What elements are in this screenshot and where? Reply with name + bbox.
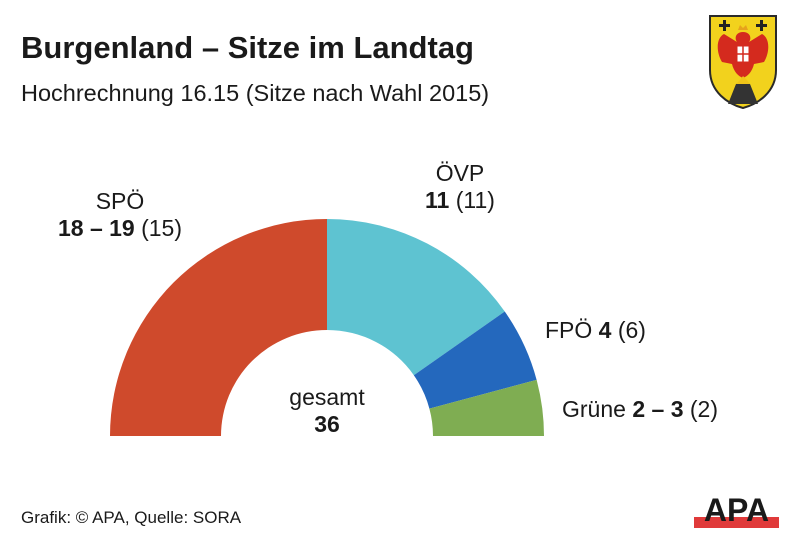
apa-logo: APA [694,493,779,528]
seats-value: 4 [598,317,612,343]
seats-value: 11 [425,187,450,213]
segment-sp [110,219,327,436]
label-fpo: FPÖ 4 (6) [545,317,646,344]
label-ovp: ÖVP 11 (11) [375,160,545,214]
party-name: ÖVP [435,160,485,186]
segment-grne [429,379,544,436]
party-name: Grüne [562,396,626,422]
seats-value: 2 – 3 [632,396,684,422]
seats-value: 18 – 19 [57,215,135,241]
total-label: gesamt 36 [252,384,402,438]
source-credit: Grafik: © APA, Quelle: SORA [21,508,242,527]
previous-seats: (11) [455,187,495,213]
segment-fp [413,311,537,409]
segment-vp [327,219,505,376]
coat-of-arms-icon [709,15,777,110]
total-value: 36 [314,411,340,437]
party-name: FPÖ [545,317,593,343]
previous-seats: (15) [141,215,183,241]
previous-seats: (2) [689,396,718,422]
chart-title: Burgenland – Sitze im Landtag [21,30,474,65]
total-caption: gesamt [289,384,365,410]
apa-logo-text: APA [704,493,769,528]
label-spo: SPÖ 18 – 19 (15) [20,188,220,242]
previous-seats: (6) [617,317,646,343]
chart-subtitle: Hochrechnung 16.15 (Sitze nach Wahl 2015… [21,80,490,106]
apa-logo-bar [694,517,779,528]
party-name: SPÖ [95,188,145,214]
chart-segments [110,219,544,436]
label-grune: Grüne 2 – 3 (2) [562,396,718,423]
